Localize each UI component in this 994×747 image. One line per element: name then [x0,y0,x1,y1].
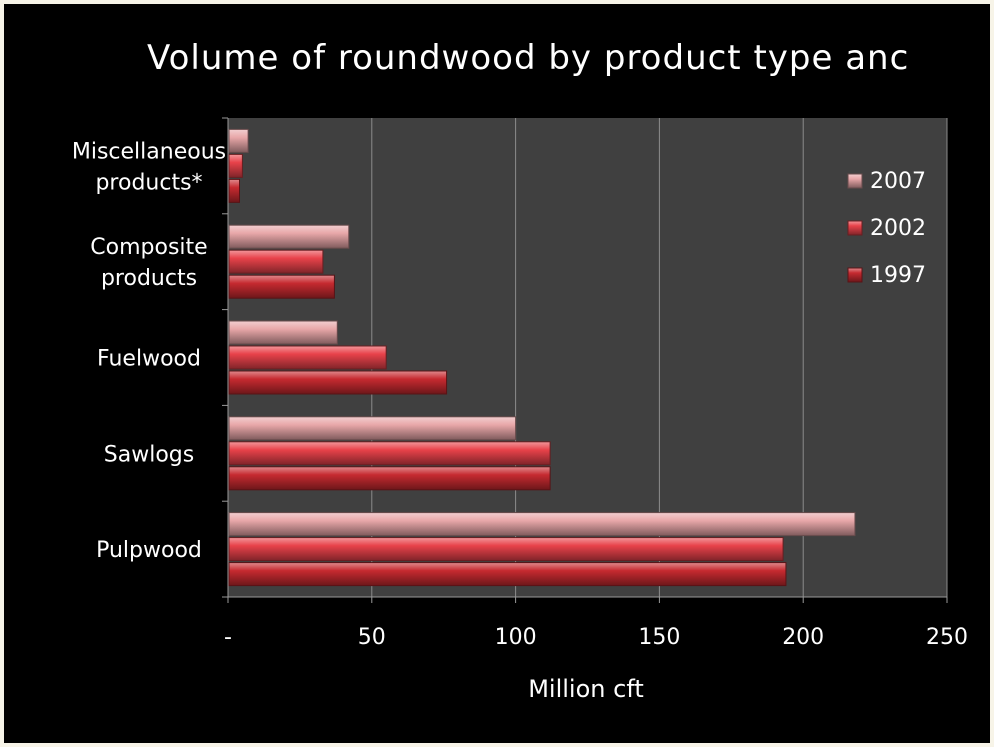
category-label: products [101,266,197,291]
bar-2002-1 [228,249,324,274]
bar-1997-2 [228,370,448,395]
category-label: Fuelwood [97,347,201,372]
bar-2007-1 [228,224,350,249]
bar-2002-0 [228,153,243,178]
category-labels: Miscellaneous products* Composite products F… [72,139,226,563]
x-tick-label: 50 [358,625,386,650]
category-label: Composite [90,235,207,260]
x-tick-label: 100 [495,625,537,650]
bar-2007-4 [228,512,856,537]
bars [228,128,856,587]
ticks [222,117,948,603]
legend: 2007 2002 1997 [847,169,926,288]
bar-1997-3 [228,466,551,491]
category-label: Sawlogs [104,442,194,467]
x-tick-label: 250 [926,625,968,650]
chart-title: Volume of roundwood by product type anc [147,38,909,78]
x-tick-labels: - 50 100 150 200 250 [224,625,968,650]
x-tick-label: - [224,625,232,650]
x-tick-label: 150 [638,625,680,650]
bar-2007-0 [228,128,249,153]
bar-2002-3 [228,441,551,466]
bar-1997-1 [228,274,335,299]
bar-2002-4 [228,537,784,562]
bar-1997-0 [228,178,241,203]
bar-1997-4 [228,562,787,587]
legend-label: 1997 [870,263,926,288]
chart-svg: Miscellaneous products* Composite products F… [72,29,990,703]
bar-2002-2 [228,345,387,370]
legend-swatch [847,220,863,236]
x-axis-title: Million cft [528,675,644,703]
bar-2007-2 [228,320,338,345]
category-label: Pulpwood [96,538,202,563]
legend-swatch [847,267,863,283]
category-label: products* [95,170,202,195]
chart-frame: Miscellaneous products* Composite products F… [4,4,990,743]
x-tick-label: 200 [782,625,824,650]
legend-label: 2007 [870,169,926,194]
bar-2007-3 [228,416,517,441]
legend-swatch [847,173,863,189]
category-label: Miscellaneous [72,139,226,164]
legend-label: 2002 [870,216,926,241]
title-mask [914,29,990,89]
